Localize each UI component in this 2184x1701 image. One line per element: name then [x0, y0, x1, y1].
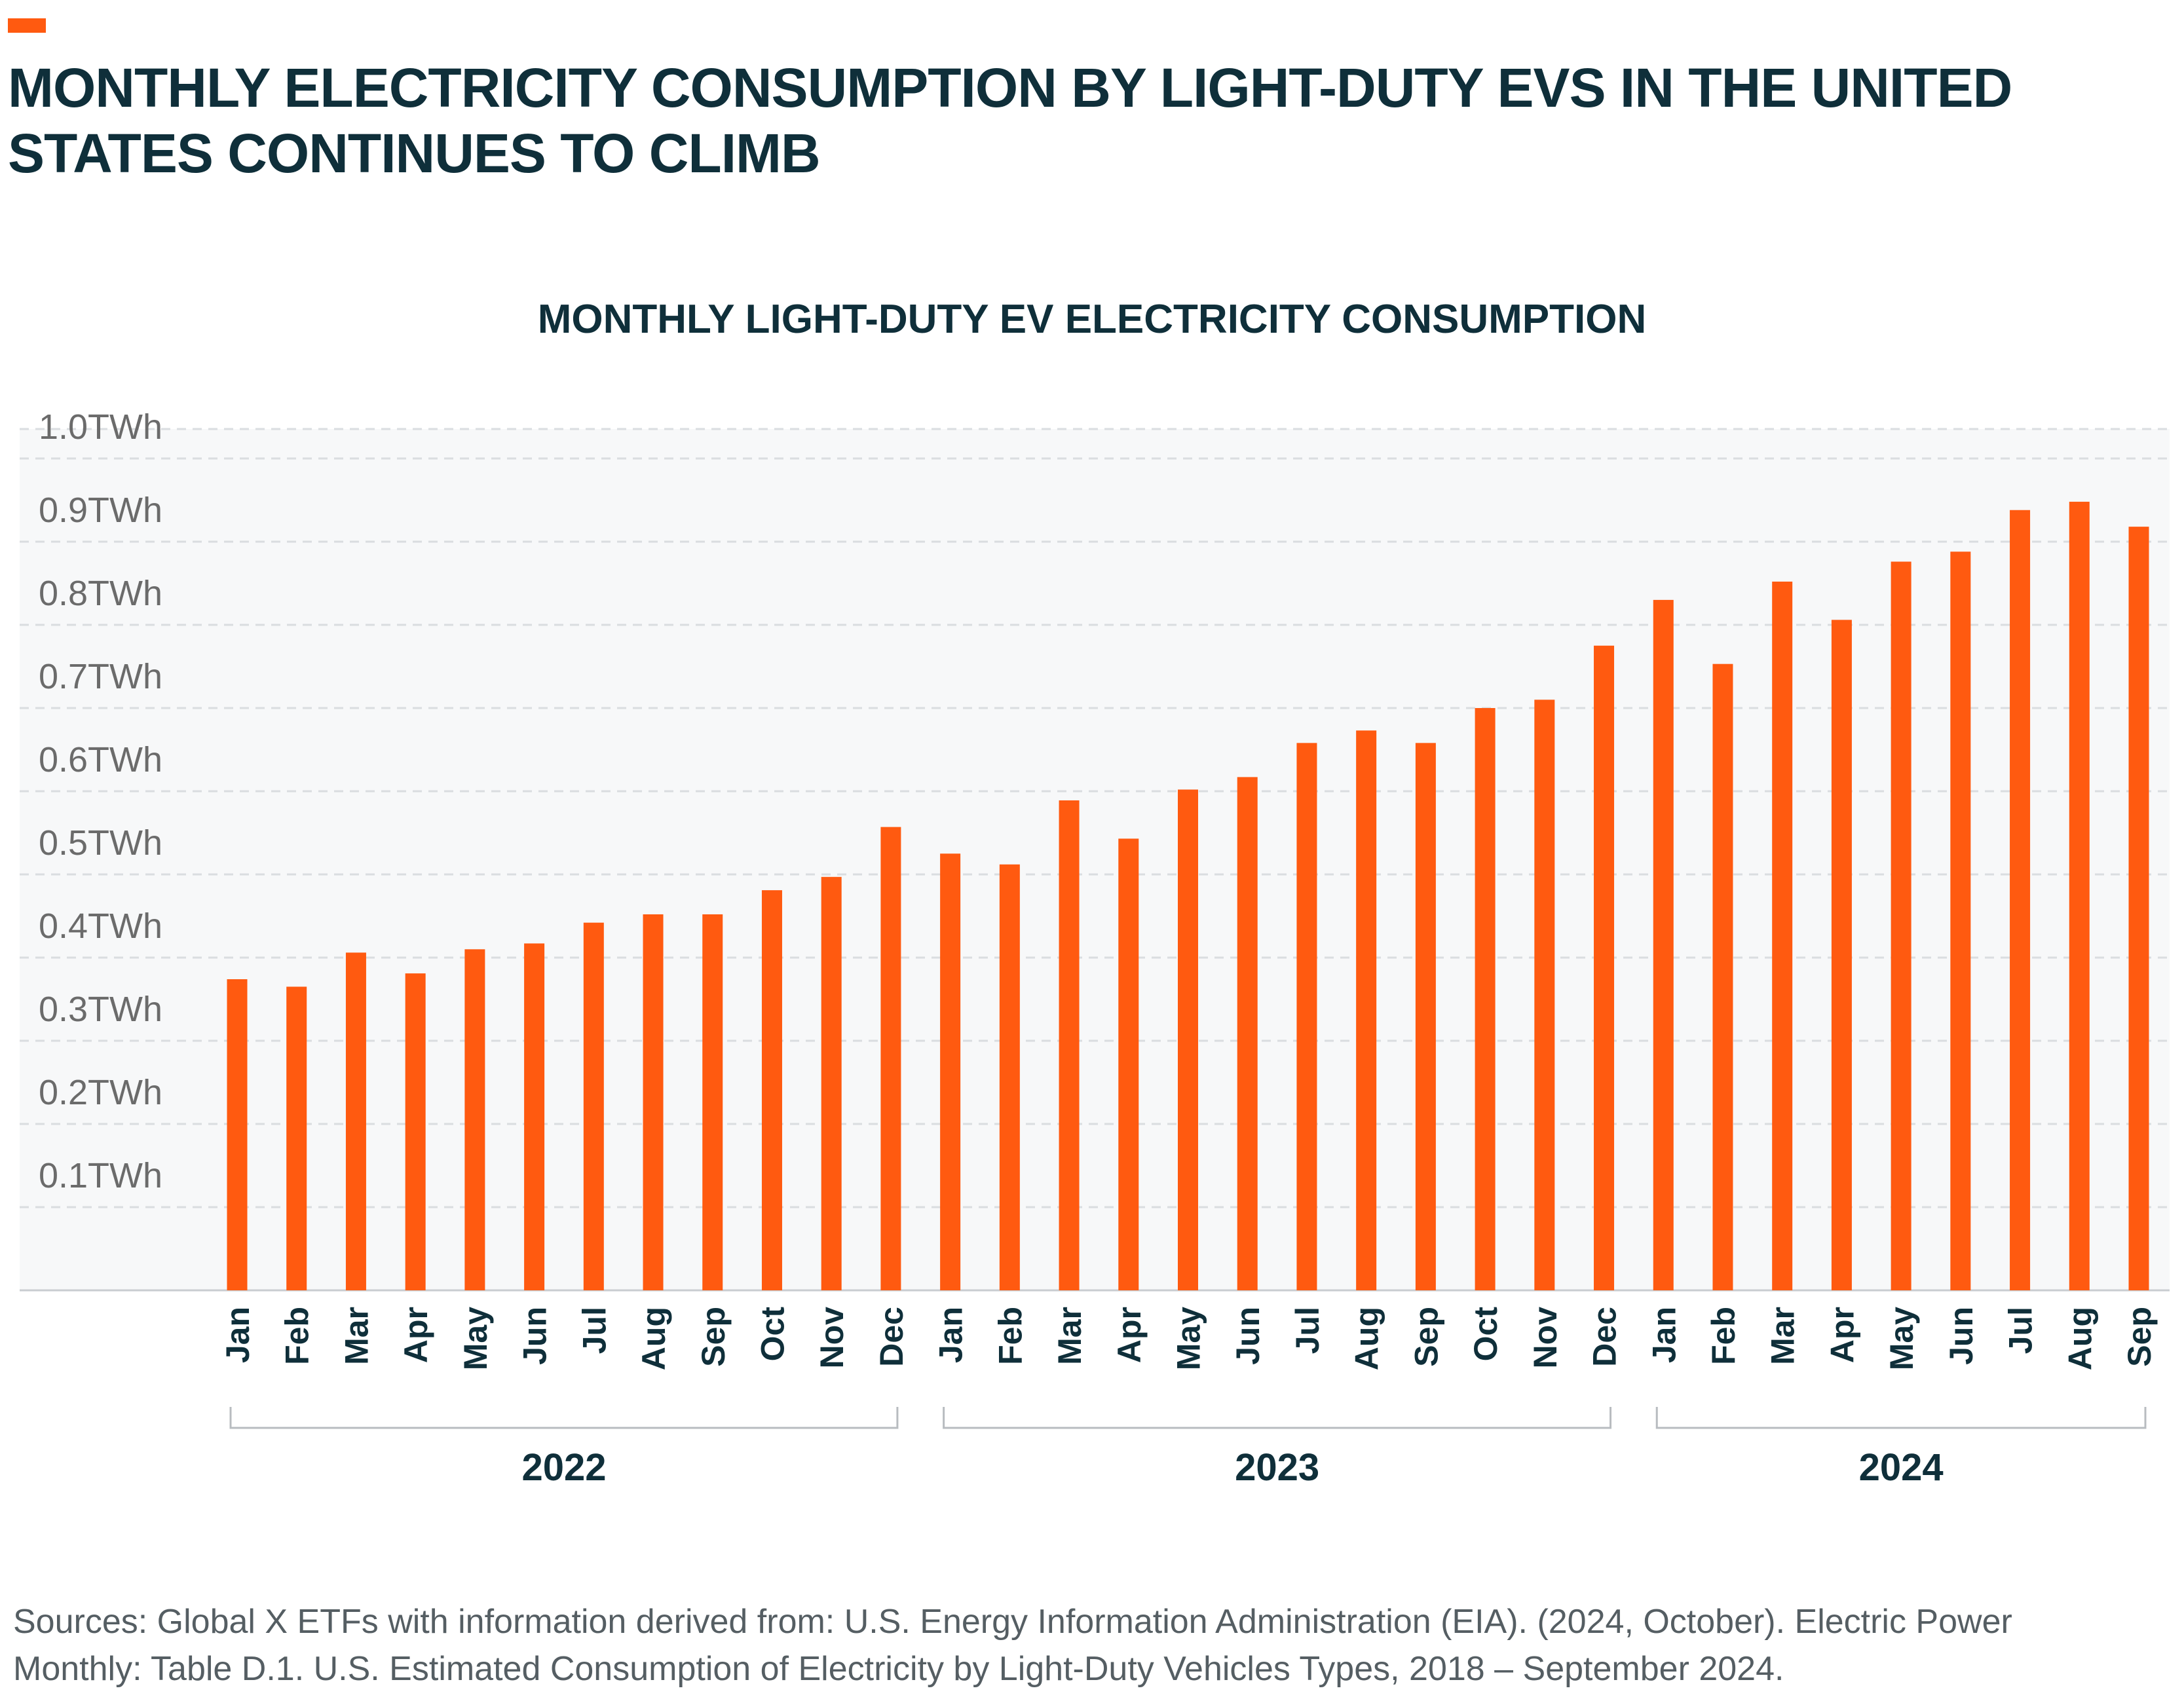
x-axis-tick-labels: Jan Feb Mar Apr May Jun Jul Aug Sep Oct Nov Dec Jan F…	[219, 1307, 2158, 1371]
bar	[1772, 581, 1793, 1291]
bar	[464, 949, 485, 1290]
sources-line-1: Sources: Global X ETFs with information …	[13, 1603, 2012, 1641]
year-bracket	[943, 1407, 1612, 1429]
x-tick-label: Sep	[1408, 1307, 1444, 1367]
x-tick-label: Nov	[1527, 1307, 1564, 1369]
x-tick-label: Feb	[279, 1307, 316, 1365]
y-tick-label: 0.8TWh	[39, 574, 162, 613]
bar	[345, 952, 366, 1290]
gridlines	[20, 428, 2170, 1208]
y-tick-label: 1.0TWh	[39, 407, 162, 447]
chart-title: MONTHLY LIGHT-DUTY EV ELECTRICITY CONSUM…	[537, 297, 1647, 342]
y-tick-label: 0.9TWh	[39, 491, 162, 530]
bar	[1712, 664, 1733, 1290]
y-tick-label: 0.5TWh	[39, 823, 162, 863]
bar	[1891, 561, 1911, 1290]
year-label: 2023	[1235, 1446, 1319, 1489]
y-tick-label: 0.7TWh	[39, 657, 162, 696]
year-groups: 2022 2023 2024	[229, 1407, 2147, 1489]
bar	[1950, 551, 1971, 1290]
sources-note: Sources: Global X ETFs with information …	[13, 1598, 2168, 1692]
x-tick-label: Mar	[1765, 1307, 1801, 1365]
bar	[1356, 730, 1377, 1290]
bar	[286, 986, 307, 1290]
x-tick-label: Aug	[635, 1307, 672, 1370]
year-bracket	[1655, 1407, 2147, 1429]
bar	[2069, 502, 2090, 1290]
x-tick-label: Apr	[398, 1307, 434, 1363]
bar	[1415, 743, 1436, 1290]
x-tick-label: Apr	[1824, 1307, 1860, 1363]
x-tick-label: Sep	[2121, 1307, 2158, 1367]
year-bracket	[229, 1407, 899, 1429]
bar	[702, 914, 723, 1290]
x-tick-label: Jan	[1646, 1307, 1682, 1363]
x-tick-label: Jun	[517, 1307, 554, 1365]
x-tick-label: Oct	[1467, 1307, 1504, 1362]
sources-line-2: Monthly: Table D.1. U.S. Estimated Consu…	[13, 1650, 1784, 1688]
bar	[1534, 700, 1555, 1290]
x-tick-label: Dec	[1587, 1307, 1623, 1367]
x-tick-label: Jan	[219, 1307, 256, 1363]
x-tick-label: Oct	[754, 1307, 791, 1362]
bar	[2010, 510, 2031, 1290]
y-tick-label: 0.3TWh	[39, 990, 162, 1029]
year-label: 2022	[521, 1446, 606, 1489]
bar	[1059, 800, 1080, 1290]
year-label: 2024	[1859, 1446, 1944, 1489]
x-tick-label: Aug	[1349, 1307, 1385, 1370]
bar	[999, 864, 1020, 1290]
bar	[1831, 620, 1852, 1290]
bar	[880, 827, 901, 1290]
y-tick-label: 0.6TWh	[39, 740, 162, 779]
bar	[643, 914, 664, 1290]
bar	[940, 853, 961, 1290]
bars	[227, 502, 2149, 1291]
x-tick-label: May	[1883, 1307, 1920, 1370]
bar	[2128, 527, 2149, 1290]
x-tick-label: Feb	[1705, 1307, 1742, 1365]
x-tick-label: Jul	[2003, 1307, 2039, 1354]
x-tick-label: Nov	[814, 1307, 850, 1369]
x-tick-label: Feb	[992, 1307, 1028, 1365]
x-tick-label: Dec	[873, 1307, 910, 1367]
bar	[1178, 789, 1198, 1290]
bar	[524, 943, 545, 1290]
x-tick-label: Jan	[933, 1307, 970, 1363]
page-title: MONTHLY ELECTRICITY CONSUMPTION BY LIGHT…	[8, 57, 2012, 184]
x-tick-label: Mar	[338, 1307, 375, 1365]
y-tick-label: 0.4TWh	[39, 907, 162, 946]
bar	[405, 973, 426, 1290]
y-tick-label: 0.1TWh	[39, 1156, 162, 1195]
x-tick-label: Mar	[1051, 1307, 1088, 1365]
bar	[1118, 838, 1139, 1290]
bar	[1475, 708, 1496, 1290]
x-tick-label: Sep	[695, 1307, 732, 1367]
plot-background	[20, 429, 2170, 1290]
bar	[1594, 645, 1615, 1290]
y-axis-tick-labels: 0.1TWh 0.2TWh 0.3TWh 0.4TWh 0.5TWh 0.6TWh 0.7T…	[39, 407, 162, 1195]
bar	[227, 979, 248, 1290]
x-tick-label: Jul	[1289, 1307, 1326, 1354]
x-tick-label: May	[457, 1307, 494, 1370]
bar	[583, 922, 604, 1290]
bar-chart: 0.1TWh 0.2TWh 0.3TWh 0.4TWh 0.5TWh 0.6TWh 0.7T…	[20, 407, 2170, 1489]
x-tick-label: Apr	[1111, 1307, 1148, 1363]
bar	[1296, 743, 1317, 1290]
x-tick-label: Jul	[576, 1307, 612, 1354]
accent-mark	[8, 18, 46, 33]
bar	[1237, 777, 1258, 1290]
bar	[761, 890, 782, 1290]
x-tick-label: Jun	[1230, 1307, 1266, 1365]
x-tick-label: Aug	[2062, 1307, 2098, 1370]
bar	[1653, 599, 1674, 1290]
y-tick-label: 0.2TWh	[39, 1073, 162, 1112]
x-tick-label: Jun	[1943, 1307, 1980, 1365]
x-tick-label: May	[1171, 1307, 1207, 1370]
bar	[821, 876, 842, 1290]
